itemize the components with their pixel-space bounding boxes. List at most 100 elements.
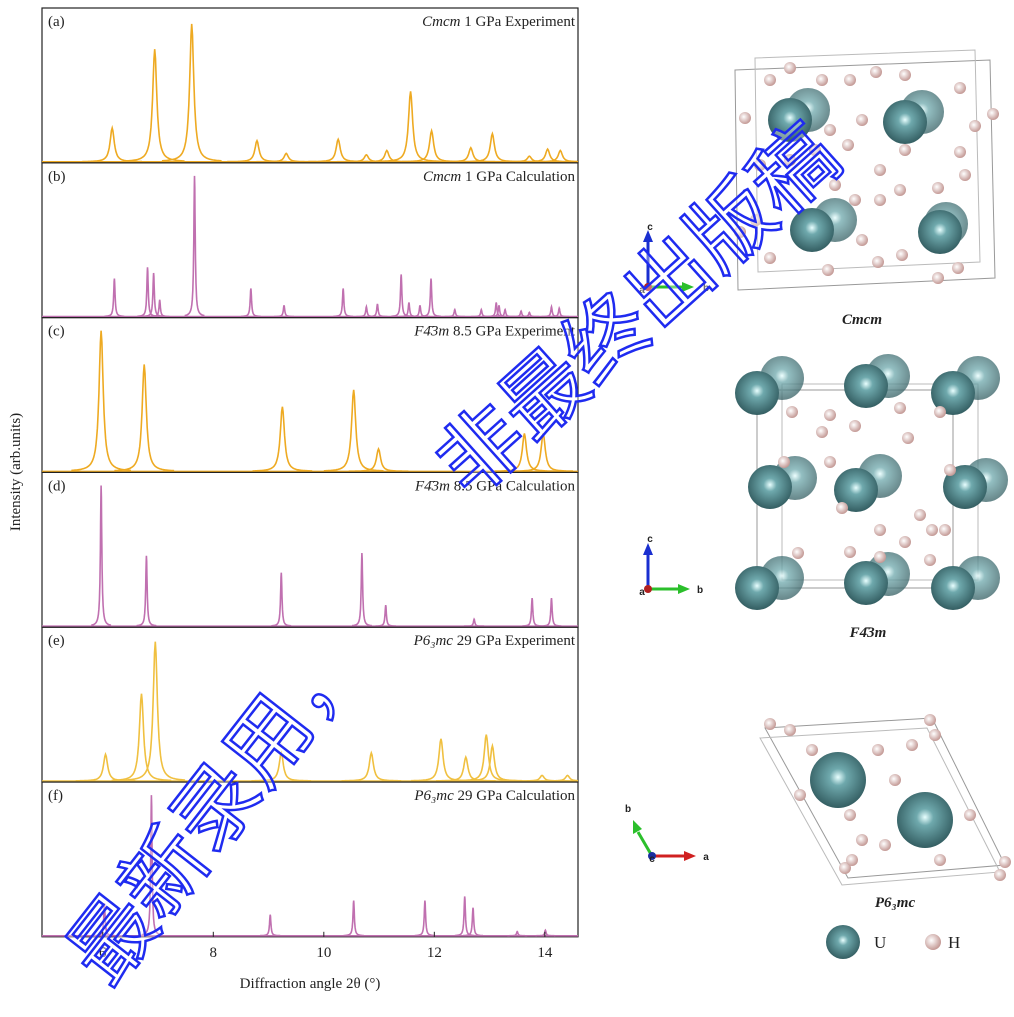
h-atom (987, 108, 999, 120)
peak (441, 148, 501, 162)
panel-label: (c) (48, 324, 65, 340)
peak (71, 331, 131, 471)
h-atom (784, 62, 796, 74)
h-atom (899, 69, 911, 81)
peak (381, 91, 441, 161)
peak (274, 305, 294, 316)
x-tick-label: 10 (316, 945, 331, 961)
u-atom (883, 100, 927, 144)
peak (445, 310, 465, 317)
h-atom (964, 809, 976, 821)
h-atom (844, 74, 856, 86)
x-tick-label: 12 (427, 945, 442, 961)
peak (227, 141, 287, 162)
x-tick-label: 14 (537, 945, 553, 961)
peak (344, 901, 364, 936)
u-atom (844, 561, 888, 605)
h-atom (824, 124, 836, 136)
h-atom (969, 120, 981, 132)
h-atom (954, 82, 966, 94)
peak (104, 279, 124, 317)
panel-title: Cmcm 1 GPa Calculation (423, 169, 576, 185)
panel-frame (42, 8, 578, 163)
axis-letter: b (625, 804, 631, 815)
peak (471, 310, 491, 317)
panel-title: P6₃mc 29 GPa Calculation (413, 788, 575, 804)
peak (137, 556, 157, 626)
condition: 1 GPa Calculation (465, 169, 575, 185)
h-atom (899, 144, 911, 156)
h-atom (816, 426, 828, 438)
axis-letter: a (703, 852, 709, 863)
panel-label: (d) (48, 478, 66, 494)
h-atom (786, 406, 798, 418)
h-atom (874, 164, 886, 176)
h-atom (849, 420, 861, 432)
h-atom (934, 854, 946, 866)
axis-origin (644, 585, 652, 593)
peak (114, 364, 174, 470)
arrowhead (633, 820, 642, 834)
h-atom (792, 547, 804, 559)
panel-title: P6₃mc 29 GPa Experiment (413, 633, 576, 649)
legend-label: U (874, 933, 886, 952)
h-atom (764, 74, 776, 86)
panel-label: (b) (48, 169, 66, 185)
peak (522, 598, 542, 626)
atom-legend: U H (826, 925, 960, 959)
peak (308, 139, 368, 161)
peak (542, 598, 562, 626)
h-atom (939, 524, 951, 536)
h-atom (894, 184, 906, 196)
space-group: P6₃mc (413, 788, 454, 804)
legend-h-ball (925, 934, 941, 950)
space-group: Cmcm (422, 14, 460, 30)
axis-letter: c (649, 854, 655, 865)
watermark-text: 最新录用， (49, 611, 385, 1002)
h-atom (816, 74, 828, 86)
panel-label: (a) (48, 14, 65, 30)
peak (82, 128, 142, 162)
space-group: F4̄3m (413, 324, 449, 340)
h-atom (894, 402, 906, 414)
peak (352, 553, 372, 626)
h-atom (874, 524, 886, 536)
peak (415, 901, 435, 936)
h-atom (739, 112, 751, 124)
h-atom (929, 729, 941, 741)
h-atom (849, 194, 861, 206)
h-atom (952, 262, 964, 274)
watermark: 最新录用， 非最终出版稿 (49, 105, 858, 1003)
panel-label: (f) (48, 788, 63, 804)
h-atom (764, 718, 776, 730)
panel-frame (42, 163, 578, 318)
legend-label: H (948, 933, 960, 952)
h-atom (794, 789, 806, 801)
condition: 29 GPa Calculation (458, 788, 576, 804)
h-atom (934, 406, 946, 418)
h-atom (856, 114, 868, 126)
peak (324, 390, 384, 471)
peak (125, 49, 185, 161)
structure-name: Cmcm (842, 312, 882, 328)
axis-letter: b (697, 585, 703, 596)
h-atom (932, 272, 944, 284)
x-axis-label: Diffraction angle 2θ (°) (240, 976, 381, 992)
peak (368, 304, 388, 317)
peak (125, 642, 185, 780)
peak (536, 930, 556, 936)
h-atom (872, 744, 884, 756)
h-atom (846, 854, 858, 866)
panel-label: (e) (48, 633, 65, 649)
peak (333, 289, 353, 317)
figure: (a)Cmcm 1 GPa Experiment(b)Cmcm 1 GPa Ca… (0, 0, 1014, 1012)
h-atom (778, 456, 790, 468)
condition: 29 GPa Experiment (457, 633, 576, 649)
h-atom (824, 456, 836, 468)
h-atom (924, 714, 936, 726)
h-atom (844, 546, 856, 558)
u-atom (918, 210, 962, 254)
h-atom (856, 834, 868, 846)
h-atom (889, 774, 901, 786)
u-atom (897, 792, 953, 848)
